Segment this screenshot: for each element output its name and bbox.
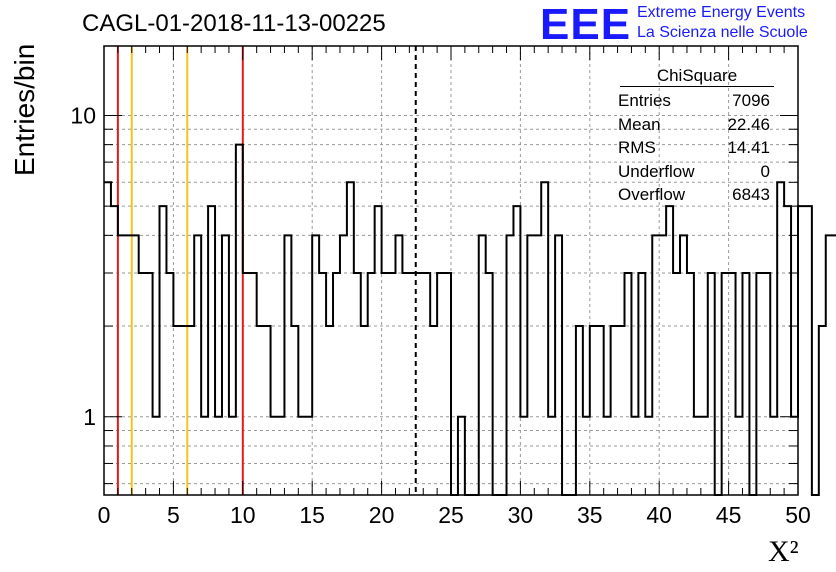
x-tick-label: 5 xyxy=(167,502,180,528)
stats-title: ChiSquare xyxy=(620,66,774,87)
x-tick-label: 25 xyxy=(438,502,464,528)
y-tick-label: 10 xyxy=(70,102,96,128)
stats-label: Entries xyxy=(618,91,671,110)
histogram-series xyxy=(104,143,836,496)
x-tick-label: 35 xyxy=(577,502,603,528)
x-tick-label: 10 xyxy=(230,502,256,528)
x-tick-label: 0 xyxy=(98,502,111,528)
stats-label: Mean xyxy=(618,114,661,134)
x-tick-label: 30 xyxy=(508,502,534,528)
stats-value: 14.41 xyxy=(727,138,770,157)
y-tick-label: 1 xyxy=(83,404,96,430)
stats-row: Entries 7096 xyxy=(612,89,778,113)
eee-logo: EEE xyxy=(540,0,632,49)
y-axis-label: Entries/bin xyxy=(9,43,40,176)
stats-label: Underflow xyxy=(618,161,695,181)
logo-line-2: La Scienza nelle Scuole xyxy=(637,24,808,41)
x-axis-label: X² xyxy=(768,535,799,568)
stats-box: ChiSquare Entries 7096 Mean 22.46 RMS 14… xyxy=(612,66,778,207)
chart-title: CAGL-01-2018-11-13-00225 xyxy=(82,10,386,37)
x-tick-label: 20 xyxy=(369,502,395,528)
stats-row: Mean 22.46 xyxy=(612,113,778,137)
x-tick-label: 50 xyxy=(785,502,811,528)
axis-ticks xyxy=(103,46,799,495)
stats-row: Underflow 0 xyxy=(612,160,778,184)
x-tick-label: 15 xyxy=(299,502,325,528)
stats-value: 0 xyxy=(760,161,770,181)
logo-line-1: Extreme Energy Events xyxy=(637,4,806,21)
reference-lines xyxy=(116,46,417,495)
stats-row: RMS 14.41 xyxy=(612,136,778,160)
stats-value: 7096 xyxy=(732,91,770,110)
stats-value: 6843 xyxy=(732,185,770,204)
x-tick-label: 45 xyxy=(716,502,742,528)
tick-labels: 0 5 10 15 20 25 30 35 40 45 50 1 10 xyxy=(70,102,810,528)
x-tick-label: 40 xyxy=(646,502,672,528)
stats-label: Overflow xyxy=(618,185,686,204)
stats-value: 22.46 xyxy=(727,114,770,134)
stats-row: Overflow 6843 xyxy=(612,183,778,207)
stats-label: RMS xyxy=(618,138,656,157)
